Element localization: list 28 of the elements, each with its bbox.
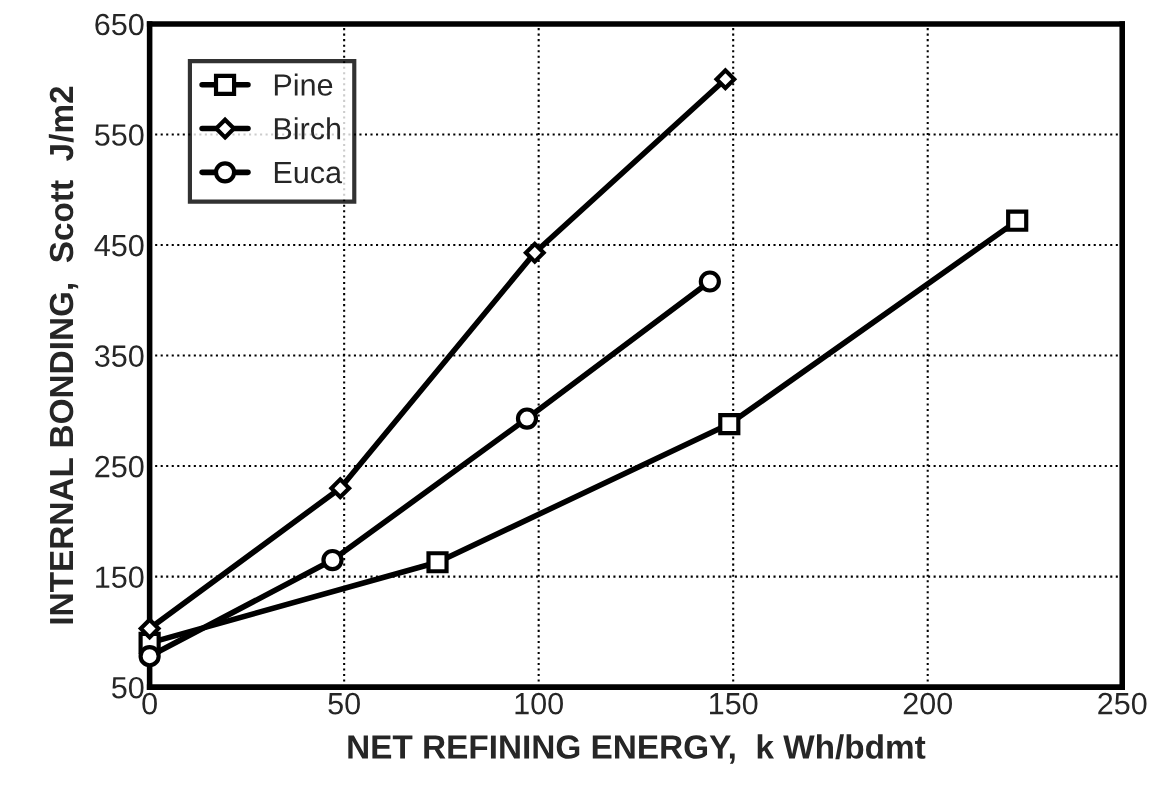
y-tick-label: 50 bbox=[112, 676, 144, 699]
legend-label: Euca bbox=[274, 162, 343, 184]
point bbox=[718, 412, 741, 436]
point bbox=[515, 407, 539, 430]
legend-label: Birch bbox=[274, 117, 341, 140]
legend-label: Pine bbox=[274, 73, 333, 96]
x-tick-label: 50 bbox=[328, 692, 360, 715]
x-tick-label: 100 bbox=[515, 692, 563, 715]
x-tick-label: 200 bbox=[903, 692, 952, 715]
x-tick-label: 150 bbox=[710, 692, 758, 715]
y-tick-label: 250 bbox=[95, 455, 144, 478]
point bbox=[698, 270, 721, 293]
point bbox=[426, 551, 449, 574]
point bbox=[523, 241, 546, 264]
x-tick-label: 0 bbox=[142, 692, 157, 715]
point bbox=[1006, 209, 1029, 232]
point bbox=[714, 68, 737, 91]
point bbox=[138, 645, 161, 668]
y-tick-label: 550 bbox=[95, 124, 144, 146]
x-tick-label: 250 bbox=[1098, 692, 1147, 715]
y-axis-title: INTERNAL BONDING, Scott J/m2 bbox=[48, 86, 79, 624]
y-tick-label: 150 bbox=[96, 566, 144, 588]
point bbox=[321, 548, 344, 572]
y-tick-label: 650 bbox=[95, 13, 144, 36]
y-tick-label: 450 bbox=[94, 234, 144, 257]
y-tick-label: 350 bbox=[94, 345, 144, 367]
point bbox=[329, 477, 352, 500]
x-axis-title: NET REFINING ENERGY, k Wh/bdmt bbox=[348, 734, 926, 764]
